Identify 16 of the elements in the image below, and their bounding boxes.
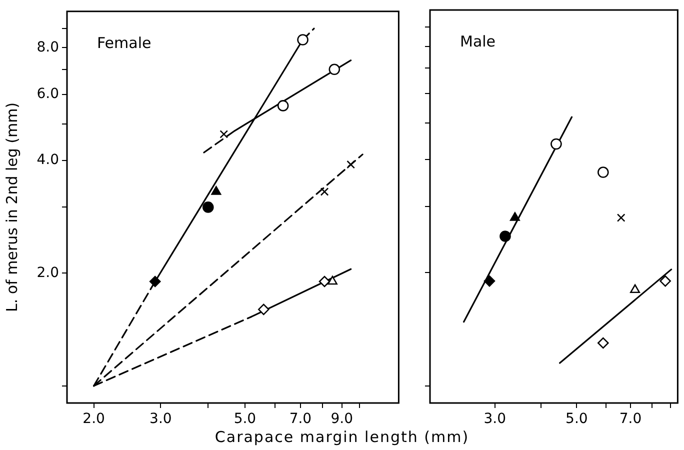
x-tick-label: 9.0	[330, 411, 354, 428]
y-axis-title: L. of merus in 2nd leg (mm)	[2, 102, 21, 312]
x-tick-label: 5.0	[234, 411, 256, 428]
x-tick-label: 3.0	[484, 411, 506, 428]
y-tick-label: 2.0	[36, 264, 59, 281]
y-tick-label: 4.0	[36, 152, 59, 168]
x-tick-label: 7.0	[619, 411, 642, 428]
text: Male	[460, 32, 496, 50]
y-tick-label: 8.0	[36, 39, 59, 56]
y-tick-label: 6.0	[36, 86, 59, 102]
x-tick-label: 2.0	[82, 411, 105, 428]
x-tick-label: 7.0	[289, 411, 312, 428]
x-tick-label: 3.0	[150, 411, 172, 428]
x-axis-title: Carapace margin length (mm)	[214, 428, 470, 446]
text: Female	[97, 34, 152, 52]
x-tick-label: 5.0	[566, 411, 588, 428]
